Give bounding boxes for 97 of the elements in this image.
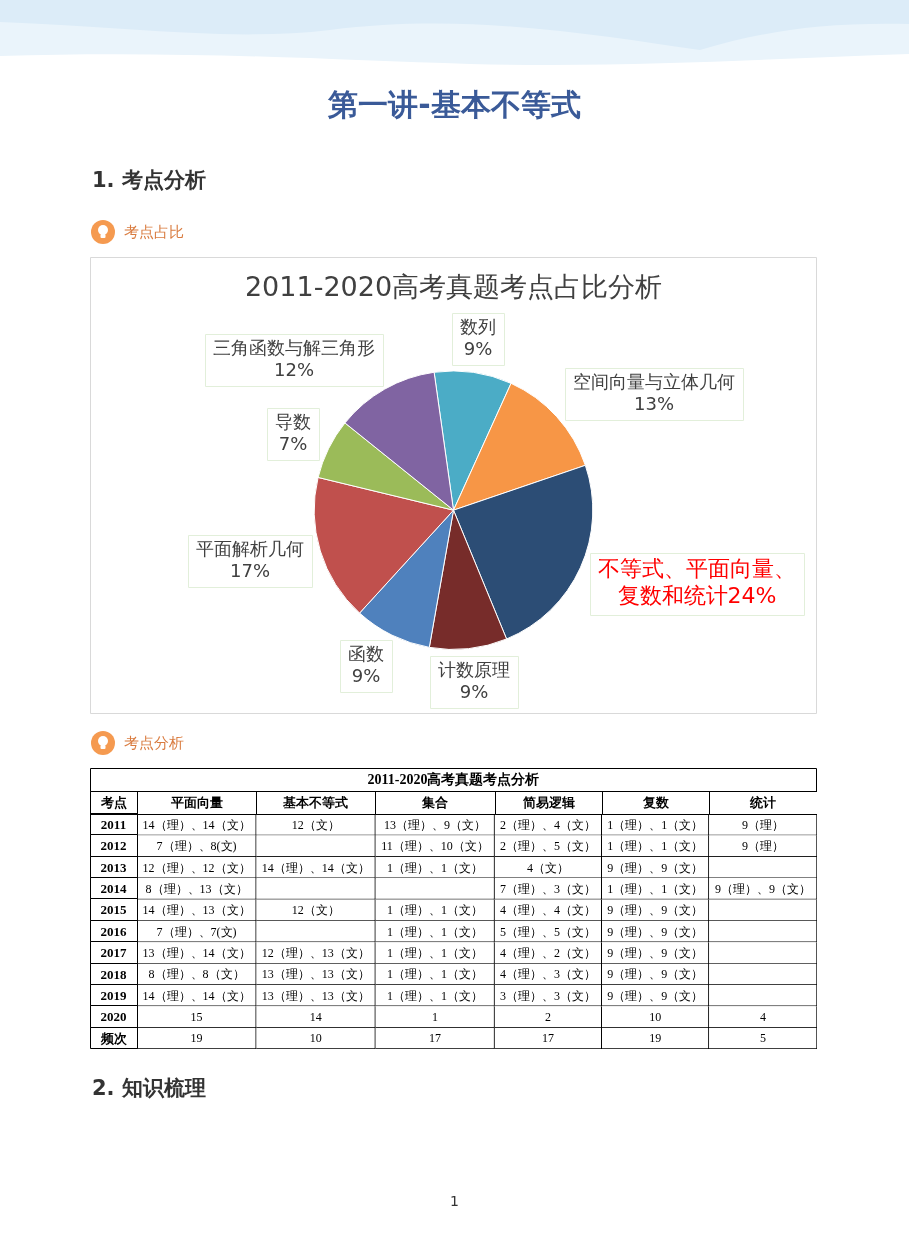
text: 考点占比	[124, 222, 184, 242]
x-tick-label: 统计	[749, 794, 776, 810]
data-label: 9%	[459, 680, 489, 702]
text: 12（文）	[291, 817, 340, 832]
text: 1（理）、1（文）	[386, 988, 483, 1003]
text: 14（理）、14（文）	[261, 860, 370, 875]
text: 4	[759, 1010, 766, 1025]
y-tick-label: 2011	[100, 817, 127, 833]
text: 7（理）、3（文）	[500, 881, 597, 896]
y-tick-label: 2020	[100, 1009, 127, 1025]
chart-title: 2011-2020高考真题考点占比分析	[244, 271, 663, 303]
data-label: 17%	[229, 559, 271, 581]
y-tick-label: 2015	[100, 902, 127, 918]
y-tick-label: 频次	[99, 1030, 128, 1046]
data-label: 7%	[278, 432, 308, 454]
text: 10	[649, 1010, 662, 1025]
text: 2（理）、4（文）	[500, 817, 597, 832]
text: 11（理）、10（文）	[381, 839, 489, 854]
text: 17	[542, 1031, 555, 1046]
slice-label: 空间向量与立体几何	[573, 370, 735, 392]
text: 1（理）、1（文）	[607, 881, 704, 896]
text: 2（理）、5（文）	[500, 839, 597, 854]
y-tick-label: 2016	[100, 923, 127, 939]
slice-label: 函数	[348, 642, 384, 664]
text: 4（理）、4（文）	[500, 903, 597, 918]
text: 12（理）、12（文）	[142, 860, 251, 875]
y-tick-label: 2012	[100, 838, 127, 854]
text: 13（理）、9（文）	[383, 817, 486, 832]
text: 5（理）、5（文）	[500, 924, 597, 939]
x-tick-label: 复数	[641, 794, 670, 810]
x-tick-label: 平面向量	[169, 794, 223, 810]
text: 2	[545, 1010, 552, 1025]
text: 15	[190, 1010, 203, 1025]
text: 13（理）、13（文）	[261, 988, 370, 1003]
text: 8（理）、8（文）	[148, 967, 245, 982]
data-label: 9%	[351, 664, 381, 686]
text: 4（理）、3（文）	[500, 967, 597, 982]
text: 9（理）、9（文）	[607, 924, 704, 939]
text: 4（理）、2（文）	[500, 946, 597, 961]
annotation: 1	[431, 1010, 438, 1025]
data-label: 9%	[463, 337, 493, 359]
text: 1（理）、1（文）	[607, 817, 704, 832]
x-tick-label: 集合	[421, 794, 448, 810]
text: 9（理）	[741, 839, 784, 854]
slice-label: 数列	[460, 315, 496, 337]
text: 3（理）、3（文）	[500, 988, 597, 1003]
text: 1（理）、1（文）	[386, 967, 483, 982]
text: 8（理）、13（文）	[145, 881, 248, 896]
text: 1（理）、1（文）	[386, 860, 483, 875]
text: 1（理）、1（文）	[386, 924, 483, 939]
y-tick-label: 2014	[100, 881, 127, 897]
y-axis-title: 考点	[99, 794, 127, 810]
chart-title: 2011-2020高考真题考点分析	[367, 771, 540, 788]
text: 9（理）、9（文）	[714, 881, 811, 896]
slice-label: 计数原理	[438, 658, 510, 680]
text: 7（理）、8(文)	[156, 839, 237, 854]
text: 1	[450, 1193, 459, 1209]
text: 14（理）、14（文）	[142, 817, 251, 832]
text: 9（理）、9（文）	[607, 860, 704, 875]
slice-label: 平面解析几何	[196, 537, 304, 559]
y-tick-label: 2019	[100, 987, 127, 1003]
text: 14	[309, 1010, 322, 1025]
text: 1（理）、1（文）	[607, 839, 704, 854]
text: 14（理）、14（文）	[142, 988, 251, 1003]
text: 13（理）、13（文）	[261, 967, 370, 982]
text: 9（理）	[741, 817, 784, 832]
text: 1（理）、1（文）	[386, 903, 483, 918]
text: 2. 知识梳理	[92, 1075, 206, 1101]
text: 1. 考点分析	[92, 167, 206, 193]
slice-label: 导数	[275, 410, 311, 432]
text: 考点分析	[124, 733, 184, 753]
data-label: 13%	[633, 392, 675, 414]
y-tick-label: 2013	[100, 859, 127, 875]
text: 13（理）、14（文）	[142, 946, 251, 961]
text: 4（文）	[527, 860, 570, 875]
text: 9（理）、9（文）	[607, 946, 704, 961]
text: 17	[428, 1031, 441, 1046]
text: 12（文）	[291, 903, 340, 918]
text: 9（理）、9（文）	[607, 903, 704, 918]
text: 9（理）、9（文）	[607, 988, 704, 1003]
y-tick-label: 2018	[100, 966, 127, 982]
text: 9（理）、9（文）	[607, 967, 704, 982]
text: 14（理）、13（文）	[142, 903, 251, 918]
text: 12（理）、13（文）	[261, 946, 370, 961]
text: 19	[190, 1031, 203, 1046]
text: 5	[759, 1031, 766, 1046]
text: 19	[649, 1031, 662, 1046]
text: 1（理）、1（文）	[386, 946, 483, 961]
data-label: 12%	[273, 358, 315, 380]
y-tick-label: 2017	[100, 945, 127, 961]
text: 10	[309, 1031, 322, 1046]
slice-label: 不等式、平面向量、复数和统计24%	[598, 556, 796, 609]
text: 第一讲-基本不等式	[327, 87, 582, 123]
x-tick-label: 简易逻辑	[521, 794, 575, 810]
text: 7（理）、7(文)	[156, 924, 237, 939]
slice-label: 三角函数与解三角形	[213, 336, 375, 358]
x-tick-label: 基本不等式	[282, 794, 348, 810]
